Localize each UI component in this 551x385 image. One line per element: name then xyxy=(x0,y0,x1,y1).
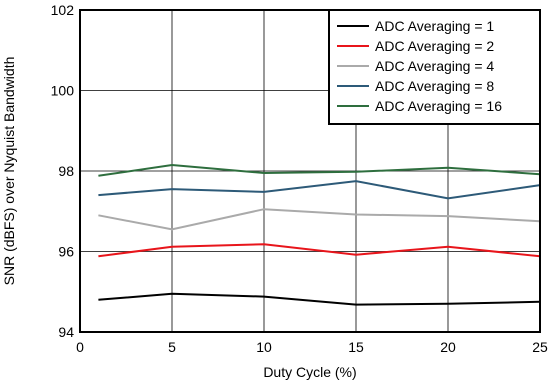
series-layer xyxy=(98,163,541,306)
y-tick-label: 98 xyxy=(58,163,74,179)
series-line-2 xyxy=(98,243,541,258)
series-line-3 xyxy=(98,208,541,231)
series-line-5 xyxy=(98,163,541,177)
series-line-4 xyxy=(98,180,541,200)
x-tick-label: 25 xyxy=(532,339,548,355)
y-tick-labels: 94 96 98 100 102 xyxy=(51,2,75,340)
x-tick-label: 15 xyxy=(348,339,364,355)
legend-label-3: ADC Averaging = 4 xyxy=(375,58,494,74)
y-tick-label: 102 xyxy=(51,2,75,18)
x-tick-label: 20 xyxy=(440,339,456,355)
y-axis-title: SNR (dBFS) over Nyquist Bandwidth xyxy=(1,57,17,286)
legend-label-1: ADC Averaging = 1 xyxy=(375,18,494,34)
legend-label-2: ADC Averaging = 2 xyxy=(375,38,494,54)
y-tick-label: 100 xyxy=(51,83,75,99)
legend: ADC Averaging = 1 ADC Averaging = 2 ADC Av… xyxy=(328,9,541,125)
x-axis-title: Duty Cycle (%) xyxy=(263,364,356,380)
legend-label-5: ADC Averaging = 16 xyxy=(375,98,502,114)
plot-frame xyxy=(79,9,541,333)
x-tick-label: 5 xyxy=(168,339,176,355)
x-tick-labels: 0 5 10 15 20 25 xyxy=(76,339,548,355)
y-tick-label: 94 xyxy=(58,324,74,340)
series-line-1 xyxy=(98,292,541,306)
x-tick-label: 10 xyxy=(256,339,272,355)
y-tick-label: 96 xyxy=(58,244,74,260)
x-tick-label: 0 xyxy=(76,339,84,355)
legend-label-4: ADC Averaging = 8 xyxy=(375,78,494,94)
